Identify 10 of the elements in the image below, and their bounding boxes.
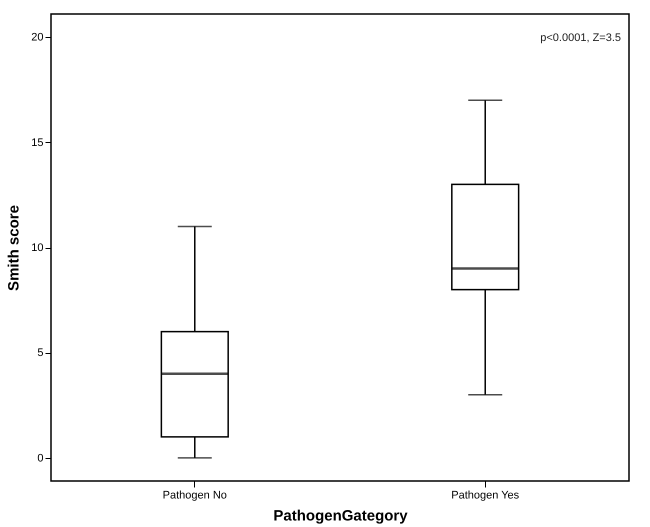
y-tick-label: 10 bbox=[31, 242, 44, 254]
y-tick-label: 20 bbox=[31, 32, 44, 44]
x-tick-label: Pathogen Yes bbox=[451, 490, 520, 502]
annotation: p<0.0001, Z=3.5 bbox=[540, 32, 621, 44]
x-axis-title: PathogenGategory bbox=[273, 508, 408, 524]
y-tick-label: 15 bbox=[31, 136, 44, 149]
y-tick-label: 0 bbox=[37, 452, 44, 464]
y-tick-label: 5 bbox=[37, 347, 44, 360]
y-axis-title: Smith score bbox=[5, 205, 22, 291]
x-tick-label: Pathogen No bbox=[162, 490, 227, 502]
